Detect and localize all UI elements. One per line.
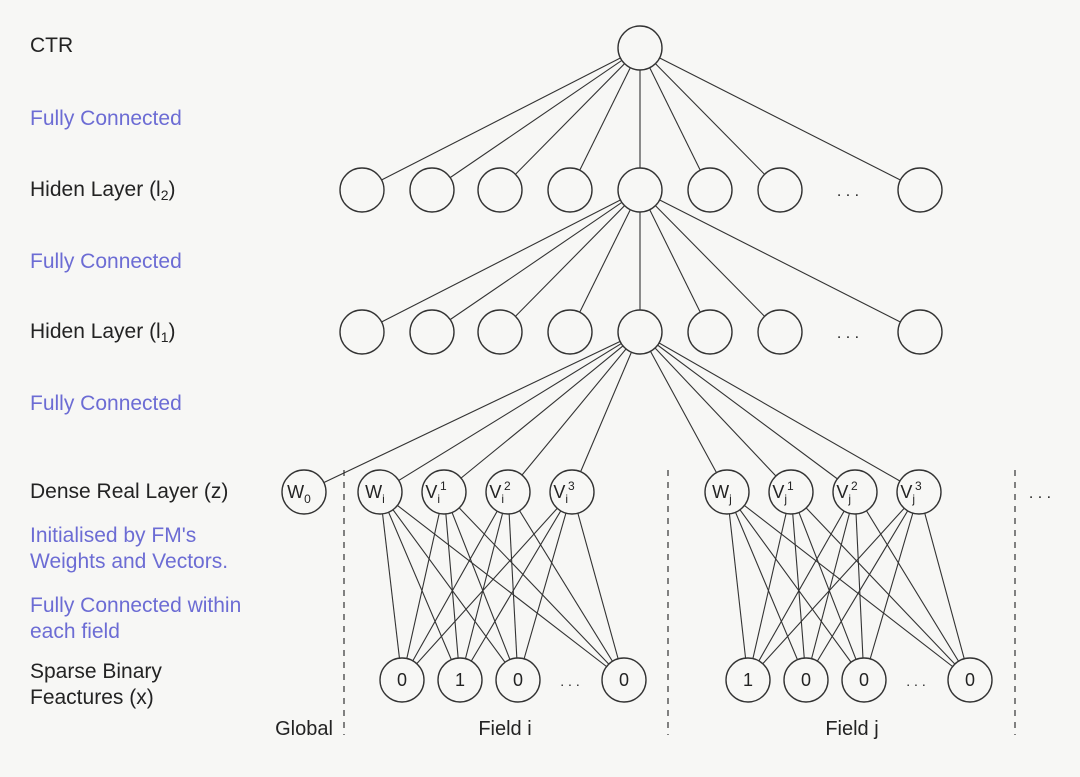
ellipsis: . . . <box>1029 485 1051 502</box>
edge <box>640 332 919 492</box>
node <box>618 26 662 70</box>
edge <box>640 48 710 190</box>
node <box>410 168 454 212</box>
node-label: 0 <box>801 670 811 690</box>
lbl-ctr: CTR <box>30 34 73 57</box>
node-label: 0 <box>397 670 407 690</box>
blbl-fieldj: Field j <box>825 718 878 740</box>
edge <box>791 492 970 680</box>
node <box>898 168 942 212</box>
edge <box>748 492 791 680</box>
node-label: 0 <box>859 670 869 690</box>
lbl-fcw2: each field <box>30 620 120 643</box>
edge <box>727 492 806 680</box>
lbl-fcw1: Fully Connected within <box>30 594 241 617</box>
edge <box>572 492 624 680</box>
edge <box>640 332 727 492</box>
edge <box>444 492 460 680</box>
edge <box>444 492 624 680</box>
node-label: 0 <box>619 670 629 690</box>
ellipsis: . . . <box>560 673 579 689</box>
edge <box>640 190 710 332</box>
node <box>688 168 732 212</box>
node <box>758 310 802 354</box>
lbl-fc2: Fully Connected <box>30 250 182 273</box>
node <box>688 310 732 354</box>
nodes-group: . . .. . .W0WiVi1Vi2Vi3WjVj1Vj2Vj3. . .0… <box>282 26 1051 702</box>
edge <box>640 332 791 492</box>
edge <box>572 332 640 492</box>
edge <box>402 492 572 680</box>
node-label: 1 <box>455 670 465 690</box>
blbl-fieldi: Field i <box>478 718 531 740</box>
edge <box>570 190 640 332</box>
node <box>478 310 522 354</box>
edge <box>508 332 640 492</box>
edge <box>460 492 508 680</box>
node <box>758 168 802 212</box>
lbl-fc3: Fully Connected <box>30 392 182 415</box>
edge <box>380 492 402 680</box>
node <box>548 310 592 354</box>
lbl-h1: Hiden Layer (l1) <box>30 320 176 345</box>
node <box>478 168 522 212</box>
edge <box>570 48 640 190</box>
node <box>410 310 454 354</box>
node <box>548 168 592 212</box>
edge <box>518 492 572 680</box>
edge <box>380 492 460 680</box>
edge <box>444 332 640 492</box>
lbl-fc1: Fully Connected <box>30 107 182 130</box>
edge <box>432 48 640 190</box>
edge <box>791 492 806 680</box>
lbl-init2: Weights and Vectors. <box>30 550 228 573</box>
node <box>618 168 662 212</box>
edge <box>432 190 640 332</box>
ellipsis: . . . <box>906 673 925 689</box>
edge <box>727 492 864 680</box>
edge <box>748 492 919 680</box>
edge <box>402 492 444 680</box>
lbl-dense: Dense Real Layer (z) <box>30 480 228 503</box>
edge <box>380 492 624 680</box>
edge <box>919 492 970 680</box>
lbl-init1: Initialised by FM's <box>30 524 196 547</box>
lbl-h2: Hiden Layer (l2) <box>30 178 176 203</box>
lbl-sparse1: Sparse Binary <box>30 660 162 683</box>
lbl-sparse2: Feactures (x) <box>30 686 154 709</box>
node <box>340 168 384 212</box>
node <box>340 310 384 354</box>
edges-group <box>304 48 970 680</box>
labels-group: CTR Fully Connected Hiden Layer (l2) Fully … <box>30 34 879 740</box>
edge <box>380 492 518 680</box>
edge <box>380 332 640 492</box>
node-label: 1 <box>743 670 753 690</box>
edge <box>508 492 624 680</box>
node-label: 0 <box>965 670 975 690</box>
fnn-architecture-diagram: . . .. . .W0WiVi1Vi2Vi3WjVj1Vj2Vj3. . .0… <box>0 0 1080 777</box>
ellipsis: . . . <box>837 183 859 200</box>
node <box>898 310 942 354</box>
node <box>618 310 662 354</box>
edge <box>640 332 855 492</box>
blbl-global: Global <box>275 718 333 740</box>
edge <box>727 492 748 680</box>
ellipsis: . . . <box>837 325 859 342</box>
edge <box>304 332 640 492</box>
node-label: 0 <box>513 670 523 690</box>
